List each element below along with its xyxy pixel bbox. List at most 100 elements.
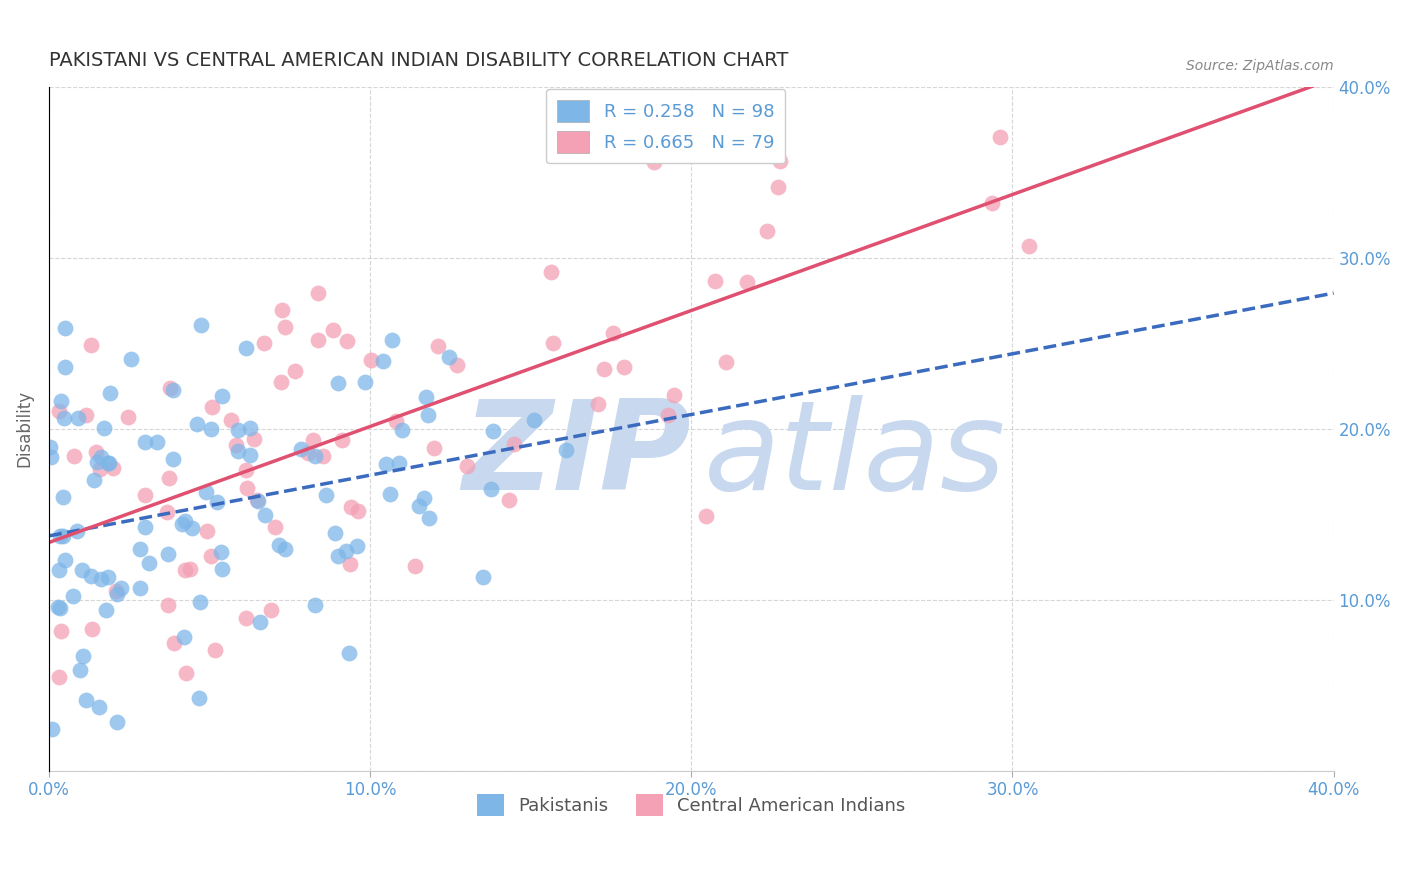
Point [769,154,792,169]
Point [159,381,181,395]
Point [226,444,249,458]
Text: Source: ZipAtlas.com: Source: ZipAtlas.com [1187,59,1334,73]
Point [72,648,94,663]
Point [418,511,440,525]
Point [543,335,565,350]
Point [413,491,436,506]
Point [195,524,218,538]
Point [236,481,259,495]
Point [426,339,449,353]
Point [375,458,398,472]
Point [339,500,361,514]
Point [980,196,1002,211]
Point [602,326,624,341]
Point [239,421,262,435]
Point [41,722,63,736]
Point [49,393,72,408]
Point [46,599,69,614]
Point [209,545,232,559]
Point [187,691,209,706]
Point [337,646,360,660]
Point [94,603,117,617]
Point [523,413,546,427]
Point [307,333,329,347]
Point [498,493,520,508]
Point [437,350,460,364]
Point [93,421,115,435]
Point [48,528,70,542]
Point [66,524,89,538]
Point [360,352,382,367]
Point [479,482,502,496]
Point [326,549,349,563]
Point [766,180,789,194]
Point [755,224,778,238]
Point [120,352,142,367]
Point [325,526,347,541]
Text: atlas: atlas [704,395,1007,516]
Point [70,563,93,577]
Point [239,448,262,462]
Point [274,542,297,557]
Point [219,412,242,426]
Point [105,583,128,598]
Point [53,360,76,375]
Point [105,714,128,729]
Point [48,403,70,417]
Text: ZIP: ZIP [463,395,692,516]
Point [735,275,758,289]
Point [335,544,357,558]
Point [371,353,394,368]
Point [378,487,401,501]
Point [52,529,75,543]
Point [1018,239,1040,253]
Point [304,598,326,612]
Point [162,383,184,397]
Point [307,286,329,301]
Point [180,521,202,535]
Point [235,611,257,625]
Point [235,462,257,476]
Point [253,508,276,522]
Point [260,603,283,617]
Point [555,443,578,458]
Point [186,417,208,431]
Point [503,436,526,450]
Point [297,446,319,460]
Point [97,456,120,470]
Point [226,423,249,437]
Point [157,547,180,561]
Point [384,414,406,428]
Point [211,389,233,403]
Point [179,562,201,576]
Point [415,390,437,404]
Point [347,504,370,518]
Point [48,563,70,577]
Point [204,643,226,657]
Point [173,514,195,528]
Point [52,490,75,504]
Point [643,155,665,169]
Point [613,359,636,374]
Point [664,388,686,402]
Point [270,375,292,389]
Point [225,438,247,452]
Point [704,274,727,288]
Point [75,408,97,422]
Point [157,471,180,485]
Point [89,462,111,476]
Point [540,265,562,279]
Point [80,622,103,636]
Point [49,601,72,615]
Point [695,509,717,524]
Point [330,433,353,447]
Point [117,410,139,425]
Point [173,563,195,577]
Point [456,459,478,474]
Point [201,401,224,415]
Point [138,556,160,570]
Point [211,561,233,575]
Point [423,441,446,455]
Point [200,549,222,563]
Point [404,559,426,574]
